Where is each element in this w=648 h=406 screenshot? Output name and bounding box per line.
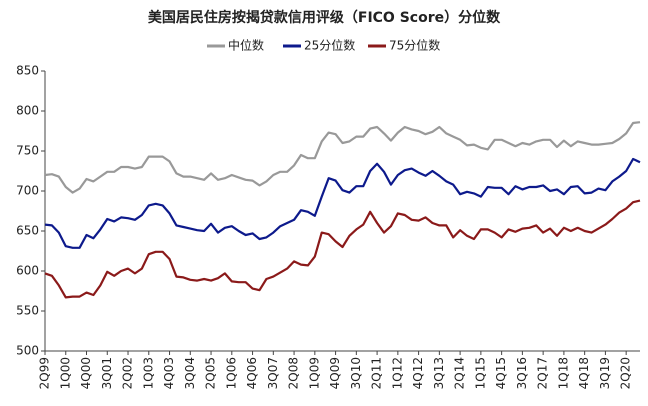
x-tick-label: 2Q11	[370, 357, 384, 389]
x-tick-label: 3Q10	[349, 357, 363, 389]
y-tick-label: 700	[16, 184, 39, 198]
x-tick-label: 3Q01	[100, 357, 114, 389]
x-tick-label: 4Q09	[328, 357, 342, 389]
chart-title: 美国居民住房按揭贷款信用评级（FICO Score）分位数	[148, 9, 501, 26]
x-tick-label: 4Q06	[245, 357, 259, 389]
legend-label: 75分位数	[389, 38, 440, 53]
legend-label: 中位数	[228, 38, 264, 53]
x-tick-label: 4Q12	[411, 357, 425, 389]
y-tick-label: 500	[16, 344, 39, 358]
x-tick-label: 2Q99	[38, 357, 52, 389]
x-tick-label: 4Q15	[494, 357, 508, 389]
x-tick-label: 1Q12	[390, 357, 404, 389]
x-tick-label: 2Q17	[536, 357, 550, 389]
x-tick-label: 4Q00	[79, 357, 93, 389]
x-tick-label: 2Q02	[121, 357, 135, 389]
y-tick-label: 600	[16, 264, 39, 278]
x-tick-label: 3Q04	[183, 357, 197, 389]
x-tick-label: 1Q18	[556, 357, 570, 389]
x-tick-label: 1Q03	[141, 357, 155, 389]
x-tick-label: 3Q16	[515, 357, 529, 389]
line-series	[44, 121, 641, 194]
x-tick-label: 2Q20	[619, 357, 633, 389]
y-tick-label: 650	[16, 224, 39, 238]
x-tick-label: 2Q05	[204, 357, 218, 389]
x-tick-label: 2Q14	[453, 357, 467, 389]
x-tick-label: 4Q03	[162, 357, 176, 389]
line-series	[44, 157, 641, 249]
y-tick-label: 550	[16, 304, 39, 318]
x-tick-label: 1Q09	[307, 357, 321, 389]
x-tick-label: 4Q18	[577, 357, 591, 389]
line-series	[44, 199, 641, 299]
x-tick-label: 3Q19	[598, 357, 612, 389]
y-tick-label: 800	[16, 104, 39, 118]
legend-label: 25分位数	[304, 38, 355, 53]
x-tick-label: 1Q15	[473, 357, 487, 389]
y-tick-label: 750	[16, 144, 39, 158]
y-tick-label: 850	[16, 64, 39, 78]
x-tick-label: 1Q06	[224, 357, 238, 389]
x-tick-label: 2Q08	[287, 357, 301, 389]
x-tick-label: 3Q07	[266, 357, 280, 389]
x-tick-label: 1Q00	[58, 357, 72, 389]
x-tick-label: 3Q13	[432, 357, 446, 389]
